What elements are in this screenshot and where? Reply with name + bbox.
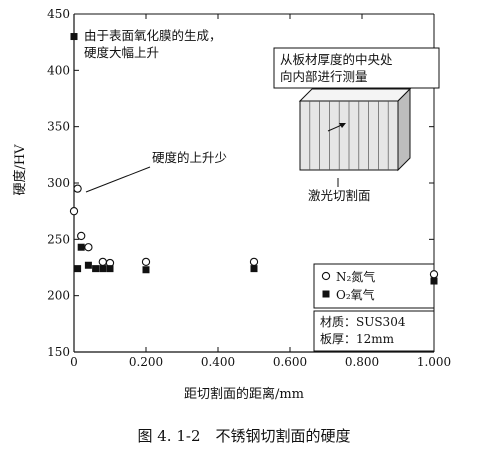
y-axis-title: 硬度/HV xyxy=(12,144,28,196)
block-side-face xyxy=(397,87,411,172)
x-tick-label: 0.400 xyxy=(201,355,235,369)
block-cut-face-hatch xyxy=(309,101,389,170)
legend-o2-label: O₂氧气 xyxy=(336,287,375,302)
o2-data-point xyxy=(74,265,82,273)
o2-data-point xyxy=(106,265,114,273)
n2-data-point xyxy=(98,257,107,267)
n2-data-point xyxy=(69,207,79,216)
legend-n2-label: N₂氮气 xyxy=(336,269,375,284)
x-tick-label: 0.200 xyxy=(129,355,163,369)
n2-data-point xyxy=(249,257,259,267)
o2-data-point xyxy=(142,266,150,274)
small-rise-leader-line xyxy=(85,166,151,193)
y-tick-label: 150 xyxy=(47,345,70,359)
y-tick-label: 350 xyxy=(47,120,70,134)
y-tick-label: 450 xyxy=(47,7,70,21)
o2-data-point xyxy=(92,265,100,273)
x-tick-labels: 0 0.200 0.400 0.600 0.800 1.000 xyxy=(70,355,451,369)
cut-face-label: 激光切割面 xyxy=(308,188,371,203)
n2-data-point xyxy=(73,184,82,193)
o2-data-point xyxy=(99,265,107,273)
measure-direction-arrowhead xyxy=(339,123,346,128)
x-tick-label: 0 xyxy=(70,355,78,369)
series-o2-points xyxy=(70,33,438,285)
o2-data-point xyxy=(250,265,258,273)
material-box xyxy=(313,310,435,352)
measure-note-line1: 从板材厚度的中央处 xyxy=(280,52,393,67)
plate-block-illustration xyxy=(298,87,412,172)
figure-caption: 图 4. 1-2 不锈钢切割面的硬度 xyxy=(137,427,350,445)
block-top-face xyxy=(298,88,412,102)
n2-data-point xyxy=(429,270,439,279)
o2-data-point xyxy=(70,33,78,41)
y-tick-label: 300 xyxy=(47,176,70,190)
measure-note-line2: 向内部进行测量 xyxy=(280,69,368,84)
y-tick-label: 250 xyxy=(47,232,70,246)
legend-n2-marker xyxy=(321,271,331,281)
x-tick-label: 0.800 xyxy=(345,355,379,369)
n2-data-point xyxy=(84,243,93,252)
oxide-annotation-line2: 硬度大幅上升 xyxy=(84,45,159,60)
legend-box xyxy=(313,263,435,309)
measure-note-box xyxy=(273,47,440,89)
n2-data-point xyxy=(77,231,86,241)
legend-o2-marker xyxy=(322,290,330,298)
o2-data-point xyxy=(77,243,85,251)
o2-data-point xyxy=(84,261,92,269)
o2-data-point xyxy=(430,277,438,285)
material-grade: 材质：SUS304 xyxy=(320,315,406,329)
plate-thickness: 板厚：12mm xyxy=(320,332,395,346)
y-tick-label: 200 xyxy=(47,289,70,303)
oxide-annotation-line1: 由于表面氧化膜的生成， xyxy=(84,28,222,43)
x-tick-label: 0.600 xyxy=(273,355,307,369)
n2-data-point xyxy=(141,257,151,267)
small-rise-annotation: 硬度的上升少 xyxy=(152,150,227,165)
x-tick-label: 1.000 xyxy=(417,355,451,369)
x-axis-title: 距切割面的距离/mm xyxy=(184,386,304,402)
y-tick-label: 400 xyxy=(47,63,70,77)
y-tick-labels: 150 200 250 300 350 400 450 xyxy=(47,7,70,359)
series-n2-points xyxy=(69,184,439,279)
